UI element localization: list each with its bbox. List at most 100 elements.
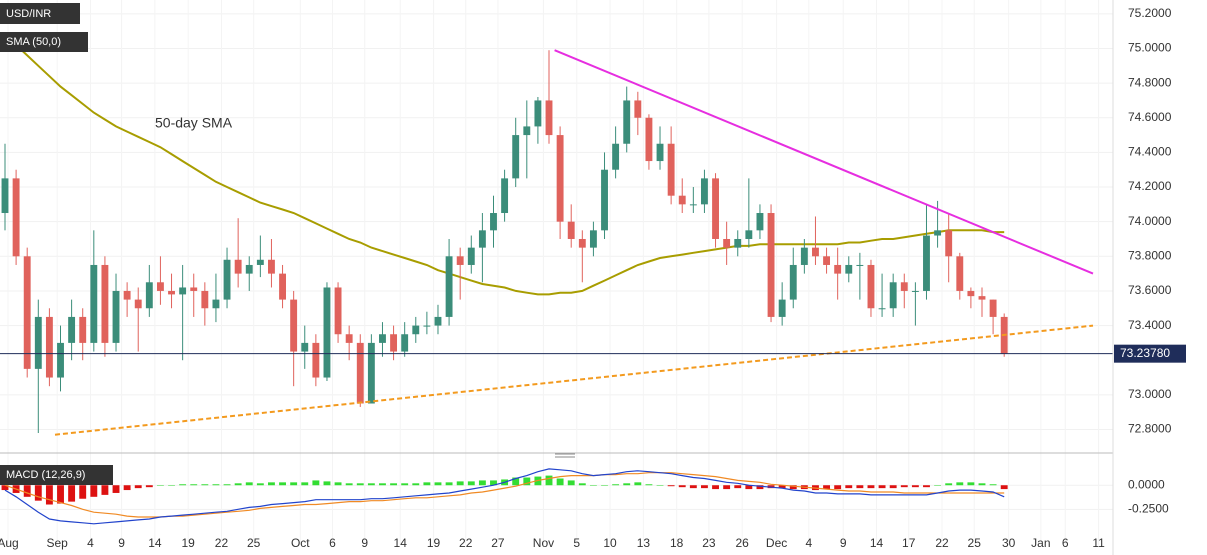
candle-body	[301, 342, 309, 352]
candle-body	[967, 290, 975, 297]
candle-body	[856, 264, 864, 266]
macd-histogram-bar	[467, 481, 475, 486]
x-tick-label: Aug	[0, 536, 19, 550]
candle-body	[290, 299, 298, 352]
x-tick-label: 14	[870, 536, 884, 550]
macd-histogram-bar	[523, 477, 531, 486]
candle-body	[512, 135, 520, 179]
macd-histogram-bar	[345, 483, 353, 486]
x-tick-label: 14	[394, 536, 408, 550]
macd-histogram-bar	[967, 482, 975, 486]
macd-histogram-bar	[867, 485, 875, 489]
candle-body	[745, 230, 753, 239]
macd-histogram-bar	[601, 485, 608, 486]
candle-body	[934, 230, 942, 236]
candle-body	[168, 290, 175, 295]
x-tick-label: 10	[603, 536, 617, 550]
candle-body	[645, 117, 653, 162]
macd-histogram-bar	[856, 485, 864, 489]
macd-histogram-bar	[390, 483, 398, 486]
candle-body	[778, 299, 786, 317]
candle-body	[1, 178, 9, 214]
candle-body	[845, 264, 853, 274]
x-tick-label: 6	[1062, 536, 1069, 550]
macd-histogram-bar	[490, 480, 497, 486]
macd-histogram-bar	[512, 477, 520, 486]
macd-histogram-bar	[412, 483, 420, 486]
candle-body	[978, 296, 986, 300]
macd-histogram-bar	[190, 484, 198, 486]
macd-histogram-bar	[356, 483, 364, 486]
candle-body	[945, 230, 953, 257]
x-tick-label: 4	[805, 536, 812, 550]
macd-histogram-bar	[145, 485, 153, 488]
candle-body	[68, 316, 76, 343]
macd-tick-label: -0.2500	[1128, 502, 1169, 516]
candle-body	[367, 342, 375, 404]
candle-body	[956, 256, 964, 291]
macd-histogram-bar	[212, 484, 220, 486]
candle-body	[90, 264, 98, 343]
macd-histogram-bar	[256, 483, 264, 486]
macd-histogram-bar	[478, 480, 486, 486]
macd-histogram-bar	[1, 485, 9, 491]
candle-body	[179, 287, 187, 295]
candle-body	[245, 264, 253, 274]
macd-histogram-bar	[689, 485, 697, 489]
x-tick-label: 9	[840, 536, 847, 550]
candle-body	[57, 342, 64, 378]
candle-body	[578, 238, 586, 248]
candle-body	[234, 259, 242, 274]
y-tick-label: 73.0000	[1128, 387, 1172, 401]
candle-body	[767, 213, 775, 317]
grid	[0, 0, 1113, 545]
macd-histogram-bar	[667, 485, 675, 487]
macd-histogram-bar	[878, 485, 886, 489]
macd-histogram-bar	[68, 485, 76, 502]
macd-histogram-bar	[556, 478, 564, 486]
macd-histogram-bar	[423, 482, 431, 486]
x-tick-label: 5	[573, 536, 580, 550]
macd-histogram-bar	[312, 480, 320, 486]
candle-body	[556, 135, 564, 222]
macd-histogram-bar	[245, 482, 253, 486]
candle-body	[112, 290, 120, 343]
x-tick-label: Nov	[533, 536, 554, 550]
macd-histogram-bar	[567, 480, 575, 486]
x-tick-label: 13	[637, 536, 651, 550]
x-tick-label: Dec	[766, 536, 787, 550]
candle-body	[345, 334, 353, 343]
candle-body	[601, 169, 608, 231]
candle-body	[79, 316, 87, 343]
macd-histogram-bar	[889, 485, 897, 489]
sma-tag	[0, 32, 88, 52]
y-tick-label: 73.8000	[1128, 248, 1172, 262]
macd-histogram-bar	[723, 485, 731, 490]
x-tick-label: 27	[491, 536, 505, 550]
candle-body	[456, 256, 464, 265]
candle-body	[534, 100, 542, 127]
macd-histogram-bar	[734, 485, 742, 489]
candle-body	[889, 282, 897, 309]
x-tick-label: 22	[215, 536, 229, 550]
macd-label: MACD (12,26,9)	[6, 469, 85, 481]
x-tick-label: 26	[736, 536, 750, 550]
macd-histogram-bar	[434, 482, 442, 486]
candle-body	[12, 178, 20, 257]
candle-body	[223, 259, 231, 300]
macd-histogram-bar	[456, 481, 464, 486]
candle-body	[145, 282, 153, 309]
candle-body	[589, 230, 597, 248]
macd-histogram-bar	[545, 475, 553, 486]
candle-body	[268, 259, 275, 274]
y-tick-label: 74.6000	[1128, 110, 1172, 124]
candle-body	[156, 282, 164, 291]
candle-body	[911, 290, 919, 292]
sma-label: SMA (50,0)	[6, 36, 61, 48]
candle-body	[412, 325, 420, 335]
candle-body	[900, 282, 908, 291]
macd-histogram-bar	[656, 485, 664, 486]
candle-body	[878, 308, 886, 310]
macd-histogram-bar	[923, 485, 930, 488]
